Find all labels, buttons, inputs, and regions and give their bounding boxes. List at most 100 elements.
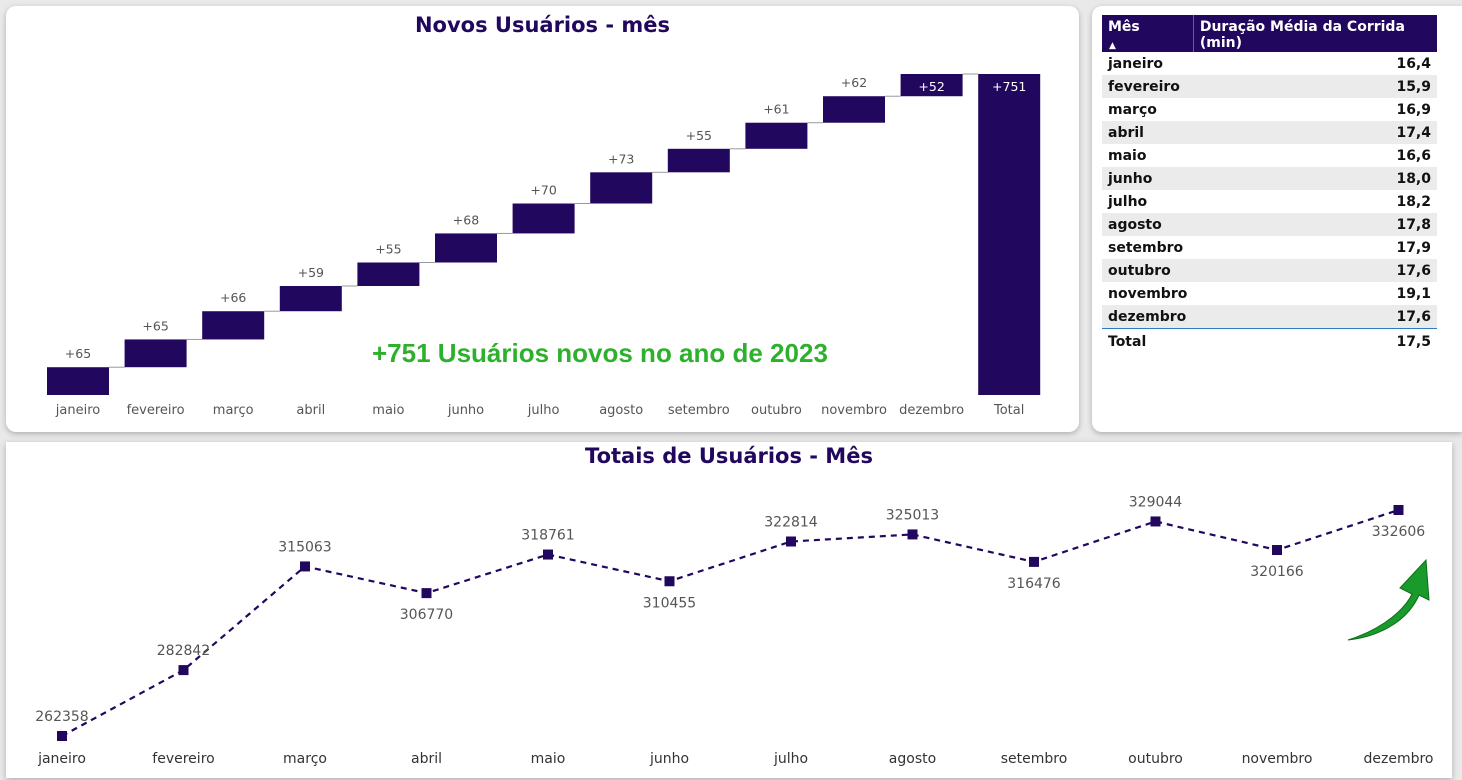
table-row: dezembro 17,6 [1102, 305, 1437, 329]
data-point [300, 561, 310, 572]
waterfall-bar [978, 74, 1041, 395]
x-tick-label: janeiro [37, 751, 86, 767]
data-label: 322814 [764, 515, 818, 531]
duration-cell: 17,8 [1193, 213, 1437, 236]
waterfall-bar [435, 233, 497, 263]
x-tick-label: dezembro [899, 403, 964, 418]
chart-title: Totais de Usuários - Mês [585, 444, 873, 468]
month-cell: março [1108, 101, 1157, 118]
table-header-row: Mês ▲ Duração Média da Corrida (min) [1102, 15, 1437, 52]
month-cell: fevereiro [1102, 75, 1194, 98]
x-tick-label: janeiro [55, 403, 100, 418]
total-label: Total [1102, 328, 1194, 355]
month-cell: novembro [1108, 285, 1188, 302]
x-tick-label: setembro [668, 403, 730, 418]
data-point [1150, 516, 1161, 527]
data-label: +66 [220, 290, 246, 305]
x-tick-label: novembro [821, 403, 887, 418]
table-row: setembro 17,9 [1102, 236, 1437, 259]
x-tick-label: março [283, 751, 327, 767]
duration-cell: 16,6 [1396, 147, 1431, 164]
data-label: +59 [298, 265, 324, 280]
data-point [786, 536, 796, 547]
total-annotation: +751 Usuários novos no ano de 2023 [372, 338, 828, 368]
series-line [61, 508, 1399, 737]
x-tick-label: fevereiro [127, 403, 185, 418]
x-tick-label: agosto [599, 403, 643, 418]
waterfall-bar [745, 122, 808, 149]
x-tick-label: julho [773, 751, 808, 767]
waterfall-bar [47, 367, 109, 395]
data-label: +68 [453, 212, 479, 227]
line-chart: 262358 janeiro 282842 fevereiro 315063 março 3… [35, 494, 1434, 767]
table-row: janeiro 16,4 [1102, 52, 1437, 75]
x-tick-label: novembro [1242, 751, 1313, 767]
month-cell: julho [1108, 193, 1148, 210]
green-up-arrow-icon [1347, 558, 1430, 641]
data-label: +65 [142, 318, 168, 333]
ride-duration-table: Mês ▲ Duração Média da Corrida (min) jan… [1102, 15, 1437, 355]
data-label: +52 [918, 79, 944, 94]
duration-cell: 16,4 [1396, 55, 1431, 72]
table-row: agosto 17,8 [1102, 213, 1437, 236]
data-label: 262358 [35, 709, 88, 725]
x-tick-label: maio [372, 403, 404, 418]
total-value: 17,5 [1193, 328, 1437, 355]
data-label: 329044 [1129, 494, 1183, 510]
table-row: maio 16,6 [1102, 144, 1437, 167]
x-tick-label: setembro [1001, 751, 1068, 767]
waterfall-bar [124, 339, 187, 368]
duration-cell: 18,0 [1193, 167, 1437, 190]
data-label: +61 [763, 102, 789, 117]
data-point [664, 576, 675, 587]
x-tick-label: abril [411, 751, 442, 767]
table-row: fevereiro 15,9 [1102, 75, 1437, 98]
new-users-chart-card: Novos Usuários - mês +65 janeiro +65 fevere… [6, 6, 1079, 432]
duration-cell: 17,9 [1396, 239, 1431, 256]
duration-cell: 16,9 [1396, 101, 1431, 118]
month-cell: dezembro [1102, 305, 1194, 329]
x-tick-label: junho [649, 751, 689, 767]
data-label: +55 [686, 128, 712, 143]
waterfall-bar [279, 286, 342, 312]
table-row: março 16,9 [1102, 98, 1437, 121]
waterfall-bar [823, 96, 885, 123]
data-label: 315063 [278, 539, 331, 555]
data-label: 325013 [886, 507, 939, 523]
data-point [57, 731, 67, 741]
data-label: 282842 [157, 643, 210, 659]
duration-cell: 18,2 [1396, 193, 1431, 210]
data-point [178, 665, 189, 676]
data-label: +70 [530, 183, 556, 198]
x-tick-label: abril [296, 403, 325, 418]
data-label: +751 [992, 79, 1026, 94]
duration-cell: 15,9 [1193, 75, 1437, 98]
x-tick-label: fevereiro [152, 751, 214, 767]
month-cell: janeiro [1108, 55, 1164, 72]
chart-title: Novos Usuários - mês [414, 13, 671, 37]
data-point [1393, 505, 1404, 515]
x-tick-label: março [213, 403, 254, 418]
data-label: 306770 [400, 607, 453, 623]
column-header-month[interactable]: Mês ▲ [1102, 15, 1194, 52]
waterfall-bar [590, 172, 653, 204]
x-tick-label: agosto [889, 751, 936, 767]
duration-cell: 17,4 [1193, 121, 1437, 144]
data-label: 318761 [521, 528, 574, 544]
column-header-duration[interactable]: Duração Média da Corrida (min) [1193, 15, 1437, 52]
x-tick-label: maio [531, 751, 566, 767]
data-label: +65 [65, 346, 91, 361]
x-tick-label: julho [527, 403, 560, 418]
x-tick-label: outubro [751, 403, 802, 418]
data-point [543, 549, 553, 560]
waterfall-bar [357, 262, 420, 287]
total-users-chart-card: Totais de Usuários - Mês 262358 janeiro 28… [6, 442, 1452, 778]
month-cell: outubro [1102, 259, 1194, 282]
data-label: 320166 [1250, 564, 1304, 580]
table-row: abril 17,4 [1102, 121, 1437, 144]
data-label: +55 [375, 241, 401, 256]
x-tick-label: dezembro [1364, 751, 1434, 767]
data-label: 310455 [643, 595, 696, 611]
waterfall-bar [202, 311, 265, 340]
month-cell: setembro [1108, 239, 1184, 256]
